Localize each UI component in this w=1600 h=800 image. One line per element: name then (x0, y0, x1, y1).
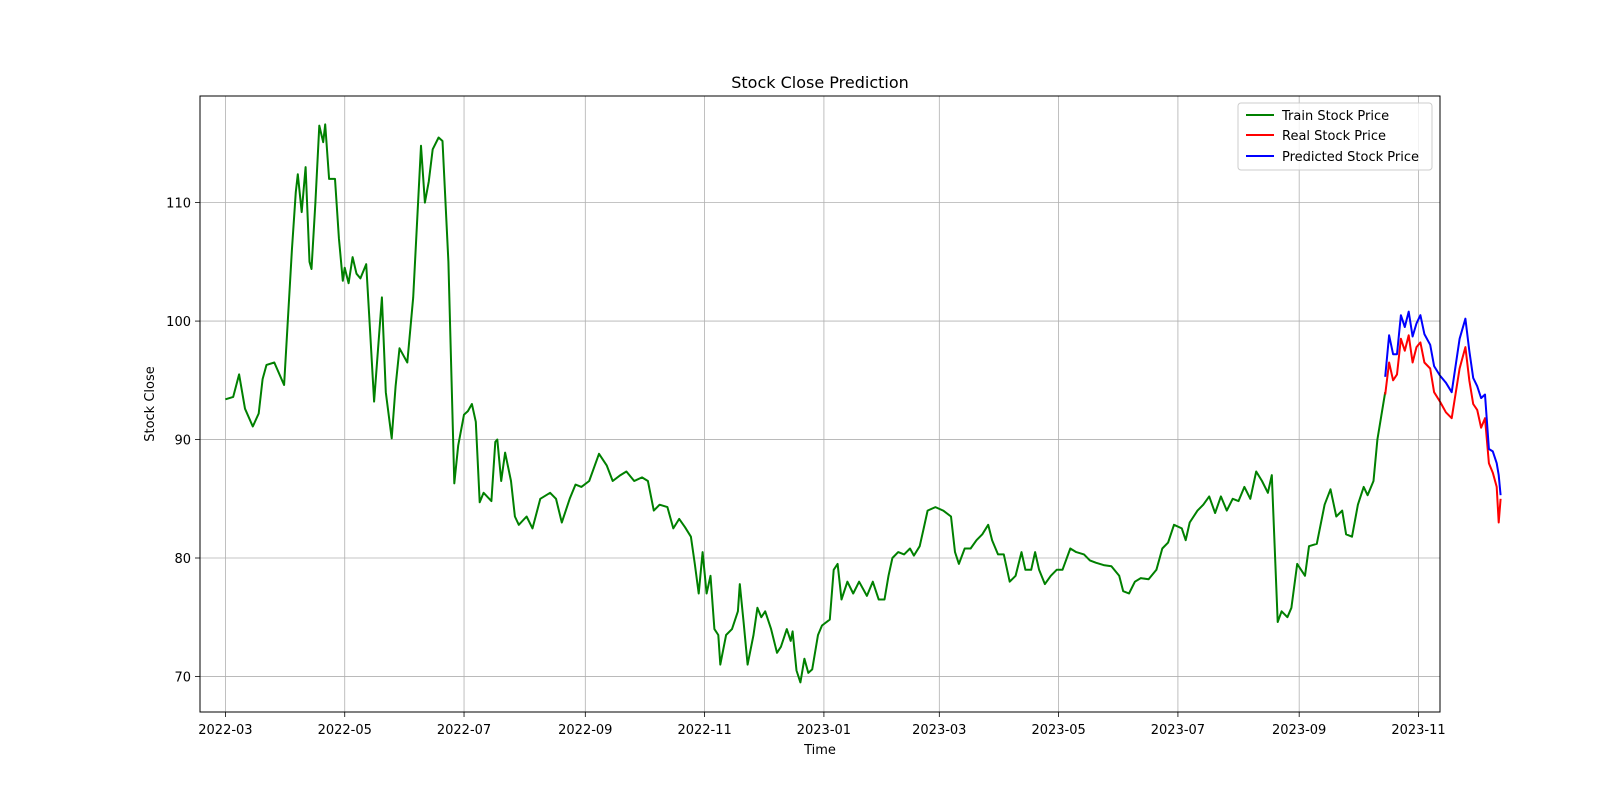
y-axis-title: Stock Close (143, 366, 158, 442)
plot-frame (199, 95, 1441, 713)
legend-label-train: Train Stock Price (1281, 109, 1389, 124)
series-line-train (225, 123, 1387, 684)
y-tick-label: 90 (174, 434, 191, 449)
x-tick-label: 2023-09 (1272, 723, 1326, 738)
x-axis-title: Time (803, 743, 836, 758)
x-tick-label: 2023-07 (1151, 723, 1205, 738)
x-tick-label: 2022-03 (198, 723, 252, 738)
x-tick-label: 2023-11 (1391, 723, 1445, 738)
x-tick-label: 2023-01 (797, 723, 851, 738)
series-line-real (1384, 334, 1502, 524)
x-tick-label: 2022-05 (318, 723, 372, 738)
y-tick-label: 110 (166, 197, 191, 212)
legend: Train Stock Price Real Stock Price Predi… (1237, 102, 1433, 171)
x-tick-label: 2023-05 (1031, 723, 1085, 738)
x-tick-label: 2022-07 (437, 723, 491, 738)
y-tick-label: 70 (174, 670, 191, 685)
legend-label-real: Real Stock Price (1282, 129, 1386, 144)
series-line-predicted (1384, 310, 1502, 496)
legend-box (1237, 102, 1433, 171)
x-tick-label: 2023-03 (912, 723, 966, 738)
chart-title: Stock Close Prediction (731, 73, 909, 92)
axis-ticks: 2022-03 2022-05 2022-07 2022-09 2022-11 2023-… (166, 197, 1445, 738)
grid-lines (200, 96, 1440, 712)
legend-label-predicted: Predicted Stock Price (1282, 150, 1419, 165)
x-tick-label: 2022-11 (677, 723, 731, 738)
y-tick-label: 80 (174, 552, 191, 567)
series-lines (225, 123, 1502, 684)
y-tick-label: 100 (166, 315, 191, 330)
x-tick-label: 2022-09 (558, 723, 612, 738)
